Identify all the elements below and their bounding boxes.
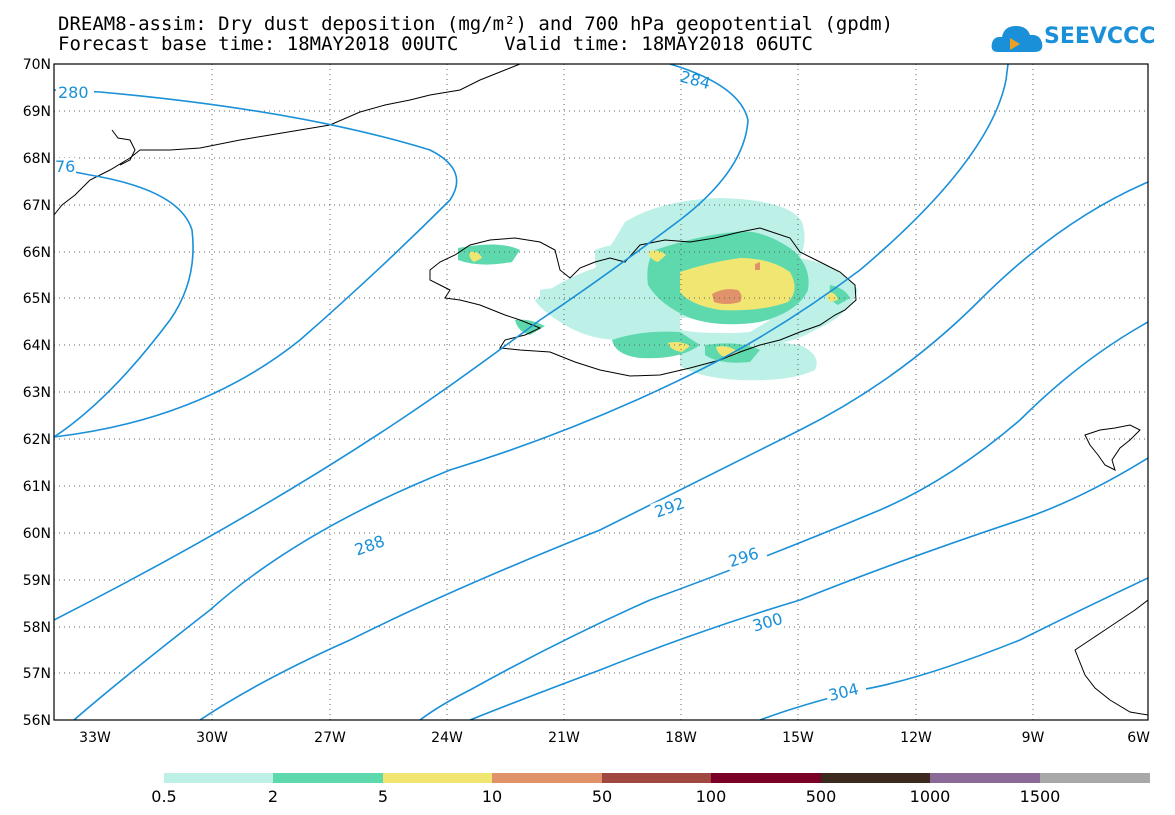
lat-label: 64N bbox=[23, 338, 51, 354]
contour-288 bbox=[73, 64, 1009, 720]
coastlines bbox=[54, 64, 1148, 716]
legend-label: 0.5 bbox=[151, 787, 176, 806]
legend-label: 1000 bbox=[910, 787, 951, 806]
legend-swatch bbox=[1040, 773, 1150, 783]
greenland-coast bbox=[54, 64, 521, 216]
legend-label: 100 bbox=[696, 787, 727, 806]
map-title: DREAM8-assim: Dry dust deposition (mg/m²… bbox=[58, 13, 894, 35]
lon-label: 24W bbox=[431, 730, 463, 746]
lon-label: 27W bbox=[314, 730, 346, 746]
faroe-norway-coast bbox=[1084, 424, 1141, 471]
legend-swatch bbox=[711, 773, 821, 783]
greenland-coast-detail bbox=[111, 129, 136, 166]
latitude-axis: 70N 69N 68N 67N 66N 65N 64N 63N 62N 61N … bbox=[23, 57, 51, 729]
lat-label: 60N bbox=[23, 526, 51, 542]
lon-label: 21W bbox=[548, 730, 580, 746]
legend-swatch bbox=[383, 773, 493, 783]
lon-label: 18W bbox=[665, 730, 697, 746]
lat-label: 59N bbox=[23, 573, 51, 589]
contour-284 bbox=[54, 64, 749, 621]
legend-label: 10 bbox=[482, 787, 502, 806]
lon-label: 6W bbox=[1127, 730, 1150, 746]
contour-label-296: 296 bbox=[726, 544, 761, 572]
lat-label: 68N bbox=[23, 151, 51, 167]
iceland-coast bbox=[429, 227, 857, 377]
lat-label: 66N bbox=[23, 245, 51, 261]
contour-label-276: 76 bbox=[55, 157, 75, 176]
lat-label: 61N bbox=[23, 479, 51, 495]
contour-280 bbox=[54, 89, 458, 438]
lat-label: 56N bbox=[23, 713, 51, 729]
legend-swatch bbox=[273, 773, 383, 783]
lat-label: 58N bbox=[23, 620, 51, 636]
legend-swatch bbox=[821, 773, 931, 783]
contour-label-300: 300 bbox=[750, 609, 785, 636]
contour-labels: 280 76 284 288 292 296 300 304 bbox=[54, 67, 868, 705]
map-subtitle: Forecast base time: 18MAY2018 00UTC Vali… bbox=[58, 33, 813, 55]
contour-label-292: 292 bbox=[652, 493, 687, 521]
contour-label-304: 304 bbox=[826, 679, 860, 705]
logo-text: SEEVCCC bbox=[1044, 24, 1156, 49]
lon-label: 12W bbox=[900, 730, 932, 746]
legend-swatch bbox=[602, 773, 712, 783]
lat-label: 63N bbox=[23, 385, 51, 401]
legend-label: 2 bbox=[268, 787, 278, 806]
contour-296 bbox=[419, 321, 1148, 720]
scotland-coast bbox=[1074, 599, 1148, 716]
lon-label: 15W bbox=[782, 730, 814, 746]
legend-label: 1500 bbox=[1020, 787, 1061, 806]
legend-label: 50 bbox=[592, 787, 612, 806]
lat-label: 65N bbox=[23, 291, 51, 307]
map-frame bbox=[53, 63, 1149, 721]
lat-label: 62N bbox=[23, 432, 51, 448]
contour-276 bbox=[54, 167, 194, 438]
contour-label-280: 280 bbox=[58, 83, 89, 102]
legend-swatch bbox=[492, 773, 602, 783]
lat-label: 67N bbox=[23, 198, 51, 214]
lat-label: 69N bbox=[23, 104, 51, 120]
legend-label: 500 bbox=[806, 787, 837, 806]
lat-label: 57N bbox=[23, 666, 51, 682]
lat-label: 70N bbox=[23, 57, 51, 73]
seevccc-logo: SEEVCCC bbox=[990, 18, 1155, 58]
contour-292 bbox=[199, 181, 1148, 720]
legend-swatch bbox=[930, 773, 1040, 783]
contour-label-284: 284 bbox=[678, 67, 712, 93]
legend-label: 5 bbox=[378, 787, 388, 806]
contour-304 bbox=[759, 577, 1148, 720]
dust-deposition-field bbox=[458, 198, 858, 381]
contour-label-288: 288 bbox=[352, 531, 387, 559]
lon-label: 9W bbox=[1022, 730, 1045, 746]
color-legend: 0.5 2 5 10 50 100 500 1000 1500 bbox=[151, 773, 1150, 806]
longitude-axis: 33W 30W 27W 24W 21W 18W 15W 12W 9W 6W bbox=[79, 730, 1150, 746]
legend-swatch bbox=[164, 773, 274, 783]
lon-label: 33W bbox=[79, 730, 111, 746]
cloud-icon bbox=[991, 26, 1043, 52]
lon-label: 30W bbox=[196, 730, 228, 746]
contour-300 bbox=[469, 457, 1148, 720]
geopotential-contours bbox=[54, 64, 1148, 720]
